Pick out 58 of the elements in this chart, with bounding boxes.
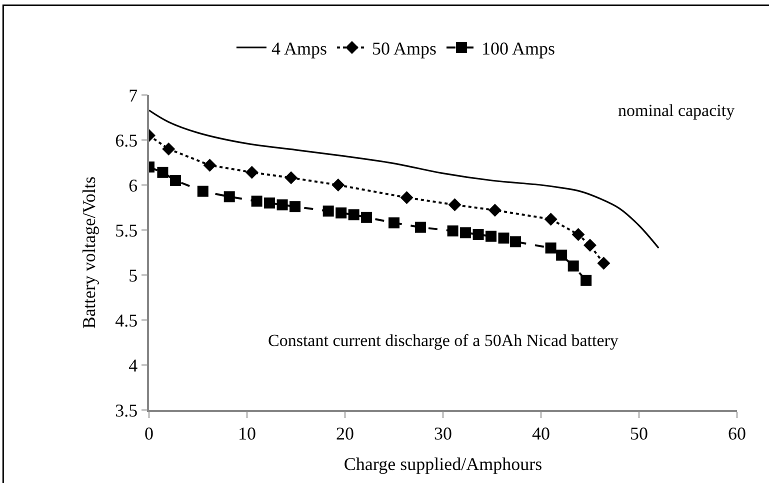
point	[332, 178, 345, 192]
point	[348, 209, 360, 220]
point	[556, 250, 568, 261]
point	[448, 198, 462, 212]
point	[580, 274, 592, 286]
x-axis-title: Charge supplied/Amphours	[344, 454, 542, 474]
point	[224, 191, 235, 202]
point	[290, 201, 301, 212]
point	[498, 232, 510, 244]
point	[400, 191, 414, 204]
x-tick-label: 30	[434, 423, 452, 444]
y-tick-label: 5	[128, 265, 138, 286]
x-tick-label: 40	[532, 423, 550, 444]
point	[460, 227, 472, 238]
legend-label: 100 Amps	[481, 38, 556, 58]
point	[388, 217, 400, 228]
x-tick-label: 10	[238, 423, 256, 444]
x-tick-label: 0	[144, 423, 154, 444]
point	[197, 186, 208, 197]
y-tick-label: 3.5	[115, 400, 138, 420]
point	[568, 260, 579, 272]
point	[545, 242, 556, 254]
point	[336, 207, 347, 218]
x-tick-label: 20	[336, 423, 354, 444]
y-tick-label: 7	[128, 85, 138, 106]
point	[597, 256, 610, 270]
y-tick-label: 6	[128, 175, 138, 196]
y-axis-title: Battery voltage/Volts	[78, 176, 99, 329]
point	[486, 230, 497, 242]
x-tick-label: 50	[630, 423, 648, 444]
point	[361, 212, 372, 223]
point	[472, 229, 484, 240]
legend-label: 50 Amps	[372, 38, 436, 58]
point	[572, 228, 585, 241]
point	[414, 222, 426, 233]
y-tick-label: 6.5	[115, 130, 138, 150]
point	[251, 196, 262, 207]
point	[544, 212, 558, 226]
annotation: Constant current discharge of a 50Ah Nicad battery	[268, 331, 619, 350]
point	[157, 166, 168, 178]
point	[447, 225, 458, 236]
point	[162, 142, 176, 156]
legend-label: 4 Amps	[271, 38, 327, 58]
y-tick-label: 4.5	[115, 310, 138, 330]
point	[284, 171, 298, 184]
point	[203, 158, 216, 172]
point	[488, 204, 502, 217]
y-tick-label: 5.5	[115, 220, 138, 240]
point	[245, 166, 258, 179]
point	[322, 206, 334, 217]
y-tick-label: 4	[128, 355, 138, 376]
point	[264, 198, 276, 208]
point	[276, 199, 288, 210]
annotation: nominal capacity	[618, 101, 736, 120]
x-tick-label: 60	[728, 423, 746, 444]
point	[170, 175, 181, 186]
point	[510, 236, 522, 248]
point	[584, 238, 596, 252]
